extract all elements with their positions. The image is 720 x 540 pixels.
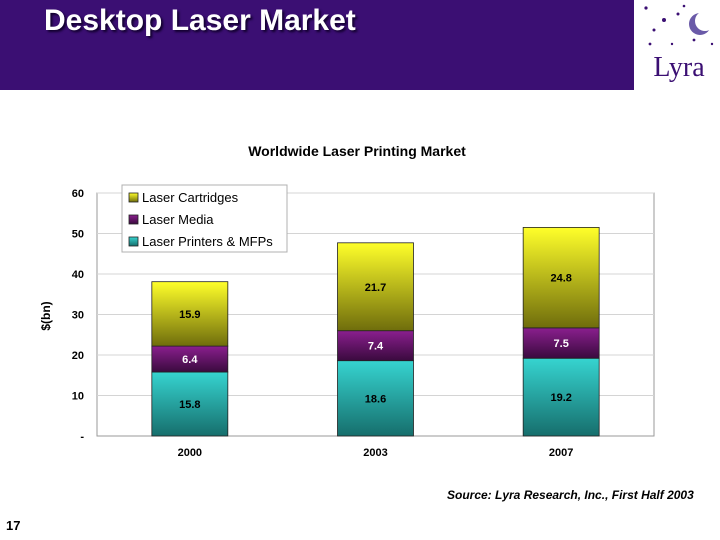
bar-laser-printers-mfps-2000 (151, 371, 229, 437)
x-tick-label: 2007 (549, 447, 573, 459)
x-tick-label: 2000 (178, 447, 202, 459)
y-tick-label: 10 (72, 391, 84, 403)
bar-laser-media-2007 (522, 327, 600, 359)
y-tick-label: 40 (72, 269, 84, 281)
x-tick-label: 2003 (363, 447, 387, 459)
logo-text: Lyra (653, 52, 705, 83)
y-tick-label: 60 (72, 188, 84, 200)
data-label: 24.8 (550, 273, 571, 285)
data-label: 6.4 (182, 354, 198, 366)
logo-stars-icon (644, 4, 715, 46)
bar-laser-cartridges-2003 (337, 242, 414, 332)
bar-laser-cartridges-2007 (522, 227, 600, 329)
legend-label: Laser Printers & MFPs (142, 234, 273, 249)
y-tick-label: 50 (72, 229, 84, 241)
legend-box (121, 184, 288, 253)
source-note: Source: Lyra Research, Inc., First Half … (447, 488, 694, 502)
slide-title: Desktop Laser Market (44, 4, 356, 37)
data-label: 7.5 (554, 338, 569, 350)
bar-laser-cartridges-2000 (151, 281, 229, 347)
y-tick-label: 20 (72, 350, 84, 362)
y-tick-label: - (80, 431, 84, 443)
data-label: 19.2 (550, 392, 571, 404)
chart-title: Worldwide Laser Printing Market (248, 143, 466, 159)
data-label: 15.8 (179, 399, 200, 411)
legend-swatch-laser-printers-mfps (128, 236, 139, 247)
data-label: 21.7 (365, 282, 386, 294)
bar-laser-printers-mfps-2007 (522, 357, 600, 437)
header-bar: Desktop Laser Market (0, 0, 720, 90)
legend-swatch-laser-media (128, 214, 139, 225)
bar-laser-printers-mfps-2003 (337, 360, 414, 437)
legend-swatch-laser-cartridges (128, 192, 139, 203)
bar-laser-media-2000 (151, 345, 229, 373)
y-tick-label: 30 (72, 310, 84, 322)
stacked-bar-chart: Worldwide Laser Printing Market - 10 20 30 4… (39, 143, 655, 459)
legend-label: Laser Media (142, 212, 214, 227)
data-label: 7.4 (368, 341, 384, 353)
legend-label: Laser Cartridges (142, 190, 239, 205)
data-label: 18.6 (365, 393, 386, 405)
page-number: 17 (6, 518, 21, 533)
y-axis-label: $(bn) (39, 301, 53, 330)
data-label: 15.9 (179, 309, 200, 321)
